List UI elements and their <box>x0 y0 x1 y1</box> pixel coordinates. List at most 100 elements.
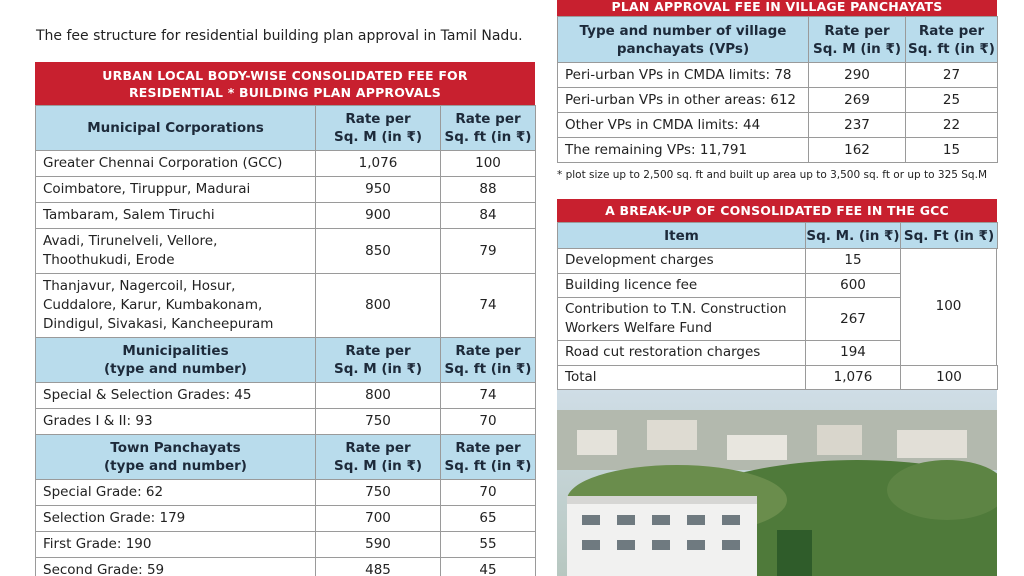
text-line: Rate per <box>824 22 890 39</box>
text-line: Sq. Ft (in ₹) <box>903 227 995 244</box>
text-line: Rate per <box>455 440 521 456</box>
text-line: The remaining VPs: 11,791 <box>565 141 748 158</box>
text-line: (type and number) <box>104 458 247 474</box>
text-line: 22 <box>942 116 961 133</box>
table-cell: Tambaram, Salem Tiruchi <box>35 202 316 229</box>
text-line: Rate per <box>455 111 521 127</box>
header-cell: Sq. M. (in ₹) <box>805 222 901 249</box>
table-cell: Special Grade: 62 <box>35 479 316 506</box>
text-line: 88 <box>479 181 497 197</box>
table-cell: First Grade: 190 <box>35 531 316 558</box>
text-line: 1,076 <box>833 368 873 385</box>
table-cell: 74 <box>440 382 536 409</box>
text-line: 194 <box>840 344 866 361</box>
table-cell: 162 <box>808 137 906 163</box>
header-cell: Rate per Sq. M (in ₹) <box>808 16 906 63</box>
header-cell: Rate per Sq. ft (in ₹) <box>905 16 998 63</box>
table-cell: Peri-urban VPs in other areas: 612 <box>557 87 809 113</box>
table-cell: 800 <box>315 273 441 338</box>
text-line: 237 <box>844 116 870 133</box>
table-cell: Special & Selection Grades: 45 <box>35 382 316 409</box>
table-cell: 74 <box>440 273 536 338</box>
text-line: Sq. M (in ₹) <box>333 458 423 474</box>
text-line: Other VPs in CMDA limits: 44 <box>565 116 761 133</box>
table-cell: 27 <box>905 62 998 88</box>
table-cell: 88 <box>440 176 536 203</box>
table-cell: Road cut restoration charges <box>557 340 806 366</box>
header-cell: Town Panchayats (type and number) <box>35 434 316 480</box>
text-line: 800 <box>365 297 391 313</box>
text-line: Sq. ft (in ₹) <box>444 361 532 377</box>
table-cell: 15 <box>805 248 901 274</box>
text-line: 750 <box>365 484 391 500</box>
text-line: 1,076 <box>358 155 398 171</box>
text-line: PLAN APPROVAL FEE IN VILLAGE PANCHAYATS <box>611 0 943 14</box>
text-line: 800 <box>365 387 391 403</box>
text-line: 850 <box>365 242 391 259</box>
text-line: 74 <box>479 387 497 403</box>
table-cell: Greater Chennai Corporation (GCC) <box>35 150 316 177</box>
table-cell: 750 <box>315 479 441 506</box>
text-line: 700 <box>365 510 391 526</box>
text-line: 100 <box>936 368 962 385</box>
table-cell: Total <box>557 364 806 390</box>
table-cell: 15 <box>905 137 998 163</box>
text-line: 79 <box>479 242 497 259</box>
text-line: 750 <box>365 413 391 429</box>
text-line: Workers Welfare Fund <box>565 320 713 336</box>
text-line: Peri-urban VPs in other areas: 612 <box>565 91 796 108</box>
text-line: 900 <box>365 207 391 223</box>
text-line: 100 <box>935 298 962 315</box>
text-line: Sq. M (in ₹) <box>812 40 902 57</box>
text-line: Development charges <box>565 252 714 269</box>
text-line: Sq. M. (in ₹) <box>806 227 900 244</box>
table-cell: 900 <box>315 202 441 229</box>
header-cell: Municipalities (type and number) <box>35 337 316 383</box>
text-line: Item <box>664 227 699 244</box>
table-cell: 84 <box>440 202 536 229</box>
text-line: Municipalities <box>122 343 229 359</box>
table-cell: Avadi, Tirunelveli, Vellore, Thoothukudi,… <box>35 228 316 274</box>
header-cell: Rate per Sq. ft (in ₹) <box>440 105 536 151</box>
text-line: 65 <box>479 510 497 526</box>
text-line: Dindigul, Sivakasi, Kancheepuram <box>43 316 274 332</box>
text-line: 590 <box>365 536 391 552</box>
table-cell: 600 <box>805 272 901 298</box>
text-line: Second Grade: 59 <box>43 562 165 576</box>
text-line: panchayats (VPs) <box>616 40 750 57</box>
header-cell: Rate per Sq. ft (in ₹) <box>440 434 536 480</box>
text-line: 485 <box>365 562 391 576</box>
city-photo <box>557 390 997 576</box>
text-line: Type and number of village <box>579 22 787 39</box>
table-cell: 850 <box>315 228 441 274</box>
text-line: Coimbatore, Tiruppur, Madurai <box>43 181 251 197</box>
table-cell: Building licence fee <box>557 272 806 298</box>
table-cell: 267 <box>805 297 901 341</box>
table-cell: 590 <box>315 531 441 558</box>
table-cell: 290 <box>808 62 906 88</box>
header-cell: Type and number of village panchayats (VP… <box>557 16 809 63</box>
text-line: Rate per <box>345 440 411 456</box>
header-cell: Rate per Sq. M (in ₹) <box>315 105 441 151</box>
table-cell: Other VPs in CMDA limits: 44 <box>557 112 809 138</box>
table-cell: 100 <box>440 150 536 177</box>
table-cell: 1,076 <box>315 150 441 177</box>
text-line: Building licence fee <box>565 276 698 293</box>
table-cell: 800 <box>315 382 441 409</box>
text-line: Total <box>565 368 597 385</box>
text-line: 70 <box>479 484 497 500</box>
table-cell: Contribution to T.N. Construction Workers… <box>557 297 806 341</box>
table-cell: 1,076 <box>805 364 901 390</box>
table-cell: 700 <box>315 505 441 532</box>
text-line: 74 <box>479 297 497 313</box>
text-line: Tambaram, Salem Tiruchi <box>43 207 215 223</box>
text-line: (type and number) <box>104 361 247 377</box>
text-line: 84 <box>479 207 497 223</box>
table-cell: 269 <box>808 87 906 113</box>
table-cell: Thanjavur, Nagercoil, Hosur, Cuddalore, K… <box>35 273 316 338</box>
table-cell: 100 <box>900 364 998 390</box>
text-line: 45 <box>479 562 497 576</box>
text-line: Special & Selection Grades: 45 <box>43 387 252 403</box>
table-cell: Peri-urban VPs in CMDA limits: 78 <box>557 62 809 88</box>
